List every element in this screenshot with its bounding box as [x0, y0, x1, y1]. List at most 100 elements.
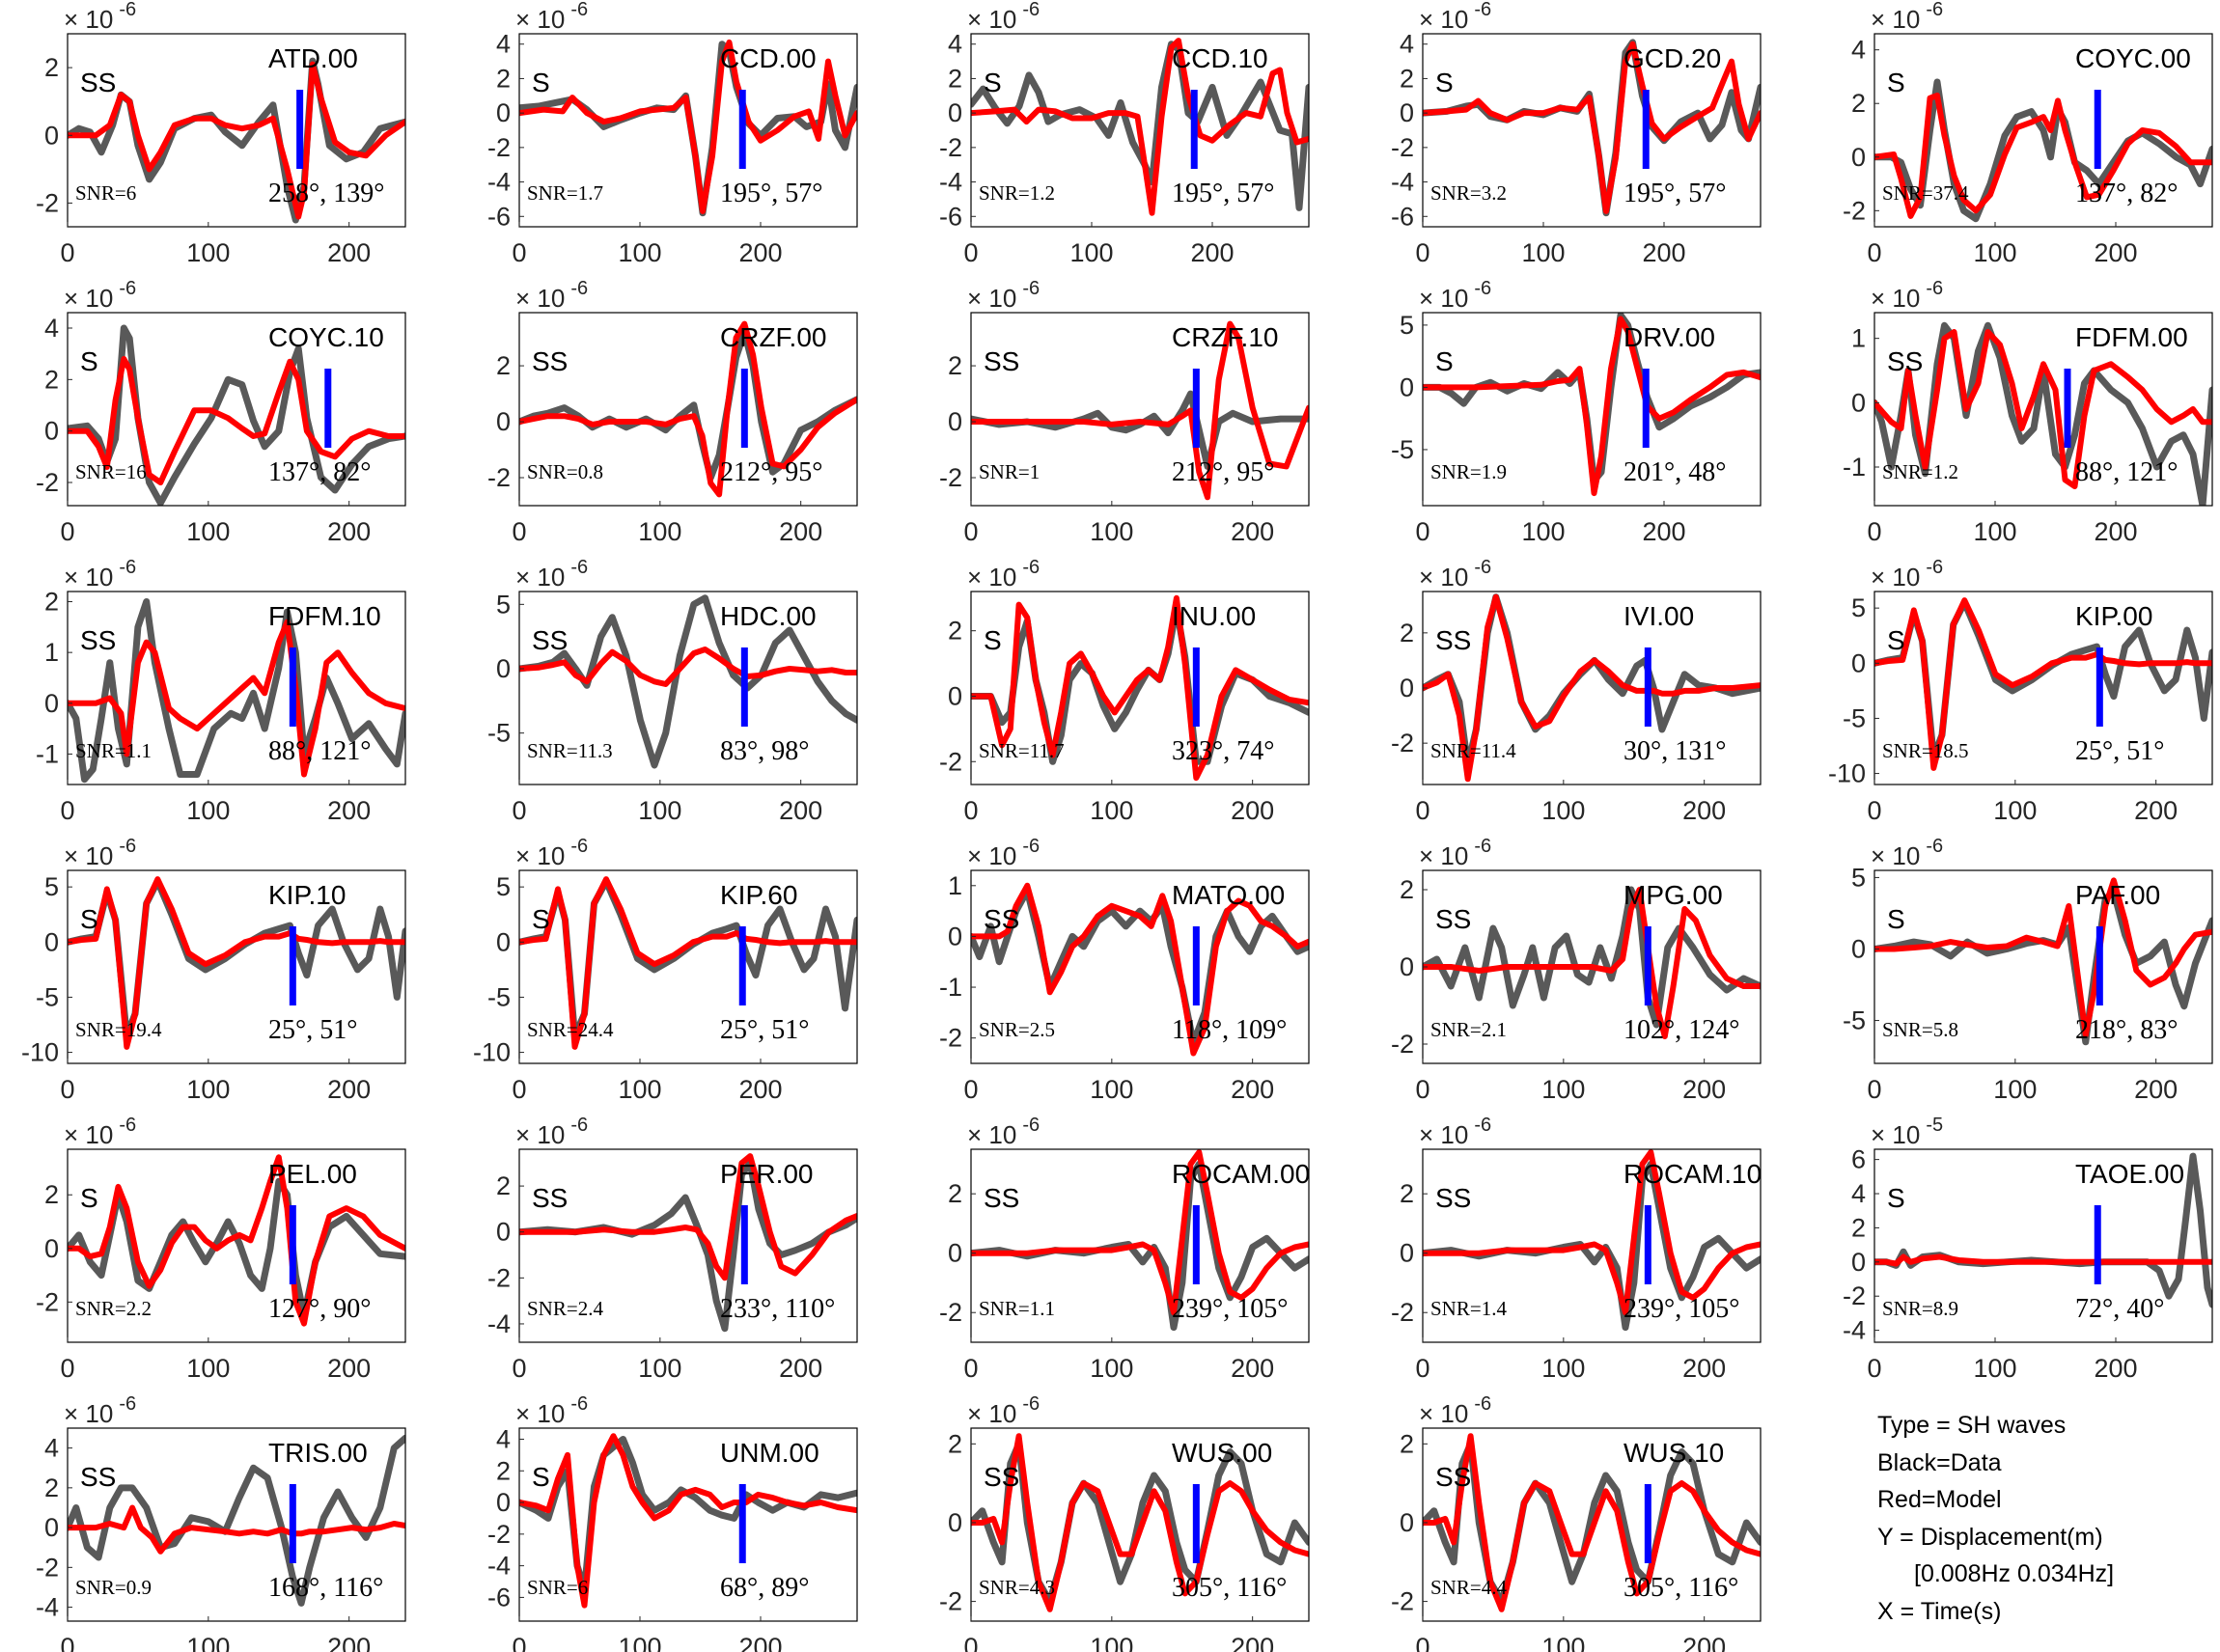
axes-frame: [1873, 33, 2213, 228]
axes-frame: [518, 1427, 858, 1622]
x-tick-label: 200: [2094, 1354, 2137, 1383]
station-label: IVI.00: [1623, 601, 1694, 631]
y-tick-label: -6: [487, 1583, 511, 1611]
snr-label: SNR=0.8: [527, 460, 603, 483]
phase-label: S: [1435, 68, 1454, 97]
snr-label: SNR=1.9: [1430, 460, 1507, 483]
angles-label: 239°, 105°: [1172, 1294, 1288, 1324]
model-trace: [1423, 887, 1761, 1039]
axes-frame: [518, 312, 858, 507]
model-trace: [971, 1433, 1309, 1612]
y-tick-label: 1: [44, 638, 59, 667]
snr-label: SNR=2.4: [527, 1297, 603, 1320]
x-tick-label: 0: [512, 1633, 526, 1652]
exponent-label: × 10 -6: [515, 1115, 588, 1149]
x-tick-label: 100: [618, 238, 661, 267]
y-tick-label: 4: [496, 30, 511, 59]
angles-label: 195°, 57°: [1172, 179, 1274, 208]
x-tick-label: 100: [186, 238, 230, 267]
snr-label: SNR=1.1: [979, 1297, 1055, 1320]
snr-label: SNR=19.4: [75, 1018, 162, 1041]
station-label: TAOE.00: [2075, 1159, 2184, 1189]
x-tick-label: 0: [60, 517, 74, 546]
angles-label: 118°, 109°: [1172, 1015, 1287, 1045]
station-label: WUS.00: [1172, 1438, 1272, 1468]
snr-label: SNR=1: [979, 460, 1040, 483]
axes-frame: [518, 591, 858, 785]
station-label: KIP.10: [268, 880, 346, 910]
phase-label: S: [532, 1462, 550, 1492]
y-tick-label: -2: [36, 1553, 59, 1582]
x-tick-label: 100: [618, 1075, 661, 1104]
snr-label: SNR=4.4: [1430, 1576, 1507, 1599]
x-tick-label: 200: [1682, 1354, 1726, 1383]
snr-label: SNR=8.9: [1882, 1297, 1958, 1320]
y-tick-label: -2: [487, 463, 511, 492]
x-tick-label: 100: [186, 796, 230, 825]
y-tick-label: -5: [1843, 1006, 1866, 1035]
y-tick-label: 1: [1851, 324, 1866, 353]
x-tick-label: 200: [327, 1633, 371, 1652]
y-tick-label: -10: [473, 1038, 511, 1067]
x-tick-label: 200: [1190, 238, 1234, 267]
y-tick-label: 0: [496, 654, 511, 683]
y-tick-label: 0: [496, 407, 511, 436]
axes-frame: [1873, 312, 2213, 507]
exponent-label: × 10 -6: [967, 557, 1040, 592]
station-label: DRV.00: [1623, 322, 1715, 352]
exponent-label: × 10 -6: [1419, 1393, 1491, 1428]
panel: 0 100 200 -2 -1 0 1× 10 -6 SS MATO.00 SNR=2.5 118°,…: [939, 836, 1310, 1104]
axes-frame: [67, 591, 406, 785]
phase-label: SS: [1887, 346, 1923, 376]
phase-label: S: [984, 68, 1002, 97]
y-tick-label: 0: [1400, 1239, 1414, 1268]
y-tick-label: 2: [44, 53, 59, 82]
snr-label: SNR=1.2: [979, 181, 1055, 205]
axes-frame: [970, 1427, 1310, 1622]
x-tick-label: 100: [638, 517, 681, 546]
plot-area: [1874, 1149, 2212, 1342]
exponent-label: × 10 -6: [967, 1393, 1040, 1428]
y-tick-label: -2: [1391, 729, 1414, 757]
phase-label: SS: [1435, 904, 1471, 934]
y-tick-label: 2: [44, 365, 59, 394]
axes-frame: [67, 33, 406, 228]
snr-label: SNR=18.5: [1882, 739, 1968, 762]
angles-label: 25°, 51°: [720, 1015, 809, 1045]
x-tick-label: 0: [1415, 517, 1429, 546]
y-tick-label: -2: [1843, 1281, 1866, 1310]
snr-label: SNR=37.4: [1882, 181, 1969, 205]
phase-label: S: [532, 68, 550, 97]
model-trace: [1423, 41, 1761, 214]
x-tick-label: 200: [1682, 796, 1726, 825]
snr-label: SNR=6: [527, 1576, 588, 1599]
y-tick-label: 2: [948, 64, 962, 93]
panel: 0 100 200 -1 0 1× 10 -6 SS FDFM.00 SNR=1.2 88°, 12…: [1843, 278, 2213, 546]
exponent-label: × 10 -6: [64, 1393, 136, 1428]
angles-label: 25°, 51°: [268, 1015, 357, 1045]
model-trace: [68, 1154, 405, 1327]
x-tick-label: 200: [738, 1075, 782, 1104]
y-tick-label: 0: [1851, 1248, 1866, 1277]
phase-label: S: [532, 904, 550, 934]
angles-label: 83°, 98°: [720, 736, 809, 766]
x-tick-label: 0: [1867, 796, 1881, 825]
data-trace: [68, 598, 405, 784]
y-tick-label: -6: [939, 202, 962, 231]
y-tick-label: -2: [487, 1520, 511, 1549]
x-tick-label: 100: [1973, 238, 2016, 267]
phase-label: S: [1887, 68, 1905, 97]
data-trace: [1874, 321, 2212, 506]
x-tick-label: 0: [512, 1354, 526, 1383]
exponent-label: × 10 -6: [515, 1393, 588, 1428]
y-tick-label: 2: [948, 1429, 962, 1458]
angles-label: 25°, 51°: [2075, 736, 2164, 766]
y-tick-label: 0: [44, 1513, 59, 1542]
y-tick-label: -2: [1391, 1030, 1414, 1059]
y-tick-label: 2: [496, 351, 511, 380]
station-label: COYC.10: [268, 322, 384, 352]
snr-label: SNR=5.8: [1882, 1018, 1958, 1041]
x-tick-label: 0: [60, 1075, 74, 1104]
